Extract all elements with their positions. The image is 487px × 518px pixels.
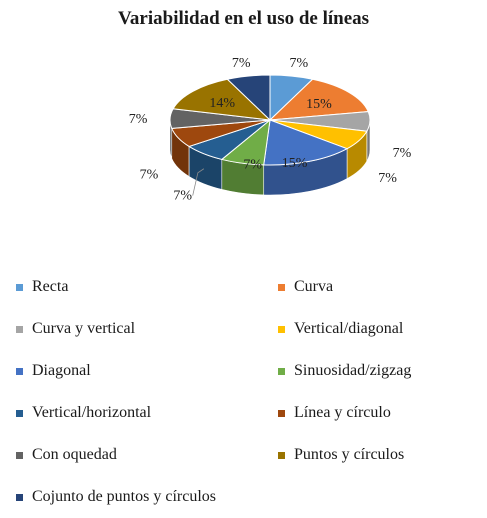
legend-swatch (278, 325, 285, 333)
data-label-sinuosidad-zigzag: 7% (243, 157, 262, 172)
legend-item-vertical-horizontal: Vertical/horizontal (16, 392, 278, 434)
legend-item-curva-y-vertical: Curva y vertical (16, 308, 278, 350)
pie-top (169, 74, 371, 166)
legend-swatch (278, 283, 285, 291)
legend-label: Vertical/horizontal (32, 404, 152, 421)
legend-label: Sinuosidad/zigzag (294, 362, 412, 379)
legend-item-con-oquedad: Con oquedad (16, 434, 278, 476)
legend-item-diagonal: Diagonal (16, 350, 278, 392)
legend-swatch (278, 367, 285, 375)
legend-swatch (16, 451, 23, 459)
pie-slice-cojunto-de-puntos-y-circulos (226, 74, 271, 122)
legend-label: Diagonal (32, 362, 91, 379)
data-label-diagonal: 15% (282, 156, 308, 171)
data-label-vertical-diagonal: 7% (378, 171, 397, 186)
pie-slice-diagonal (263, 119, 349, 166)
legend-item-linea-y-circulo: Línea y círculo (278, 392, 476, 434)
legend-item-curva: Curva (278, 266, 476, 308)
legend-label: Cojunto de puntos y círculos (32, 488, 216, 505)
legend-item-sinuosidad-zigzag: Sinuosidad/zigzag (278, 350, 476, 392)
data-label-linea-y-circulo: 7% (140, 168, 159, 183)
legend-swatch (278, 409, 285, 417)
data-label-con-oquedad: 7% (129, 112, 148, 127)
legend-swatch (278, 451, 285, 459)
data-label-curva-y-vertical: 7% (393, 146, 412, 161)
legend-item-cojunto-de-puntos-y-circulos: Cojunto de puntos y círculos (16, 476, 278, 518)
pie-labels: 7% 15% 7% 7% 15% 7% 7% 7% 7% 14% 7% (129, 56, 412, 204)
legend-label: Curva (294, 278, 334, 295)
legend-label: Con oquedad (32, 446, 117, 463)
pie-sides (169, 119, 371, 196)
legend-label: Línea y círculo (294, 404, 391, 421)
legend-swatch (16, 325, 23, 333)
data-label-recta: 7% (289, 56, 308, 71)
legend-label: Vertical/diagonal (294, 320, 404, 337)
legend-item-recta: Recta (16, 266, 278, 308)
chart-title: Variabilidad en el uso de líneas (117, 8, 370, 29)
legend-swatch (16, 367, 23, 375)
data-label-puntos-y-circulos: 14% (209, 96, 235, 111)
leader-line-vertical-horizontal (192, 168, 205, 196)
legend-swatch (16, 493, 23, 501)
legend-label: Recta (32, 278, 69, 295)
pie-slice-puntos-y-circulos (172, 78, 272, 121)
pie-slice-curva (268, 78, 369, 121)
legend-item-vertical-diagonal: Vertical/diagonal (278, 308, 476, 350)
legend-label: Curva y vertical (32, 320, 136, 337)
data-label-curva: 15% (306, 97, 332, 112)
data-label-cojunto-de-puntos-y-circulos: 7% (232, 56, 251, 71)
data-label-vertical-horizontal: 7% (173, 189, 192, 204)
legend-swatch (16, 283, 23, 291)
legend-item-puntos-y-circulos: Puntos y círculos (278, 434, 476, 476)
pie-chart: 7% 15% 7% 7% 15% 7% 7% 7% 7% 14% 7% (129, 56, 412, 204)
legend: Recta Curva Curva y vertical Vertical/diago… (16, 266, 476, 518)
legend-swatch (16, 409, 23, 417)
legend-label: Puntos y círculos (294, 446, 405, 463)
